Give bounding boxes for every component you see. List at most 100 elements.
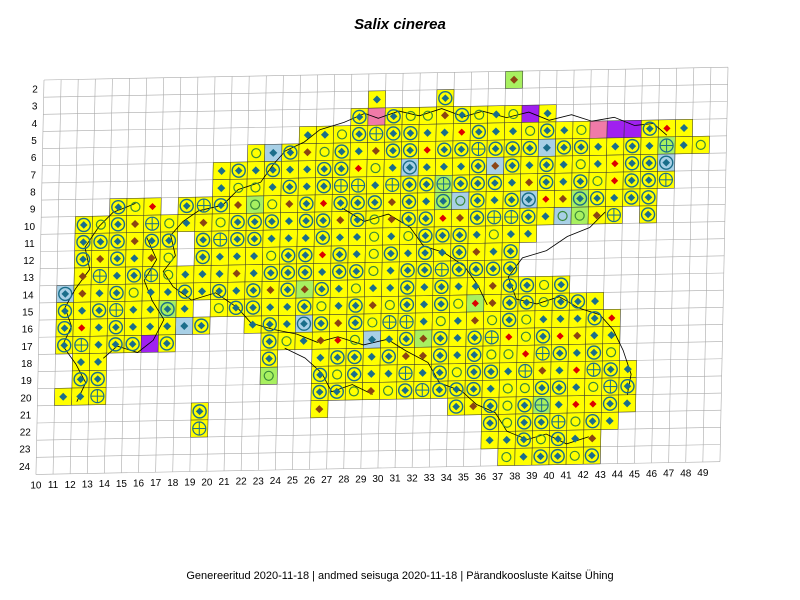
ring-marker: [161, 233, 177, 248]
occupied-cell: [691, 135, 710, 154]
ring-marker: [350, 212, 365, 228]
diamond-marker: [608, 314, 616, 322]
ring-marker: [605, 347, 617, 358]
ring-marker: [603, 362, 618, 377]
ring-marker: [352, 109, 367, 125]
ring-marker: [552, 346, 567, 361]
ring-marker: [551, 380, 567, 395]
diamond-marker: [610, 177, 619, 185]
occupied-cell: [565, 446, 584, 465]
diamond-marker: [644, 193, 653, 202]
diamond-marker: [574, 297, 582, 306]
diamond-marker: [215, 287, 223, 295]
diamond-marker: [79, 255, 87, 264]
ring-marker: [348, 386, 359, 397]
ring-marker: [230, 214, 245, 230]
diamond-marker: [473, 196, 482, 205]
diamond-marker: [300, 319, 308, 328]
ring-marker: [474, 109, 485, 120]
ring-marker: [435, 316, 446, 327]
diamond-marker: [593, 194, 601, 203]
diamond-marker: [473, 213, 481, 222]
diamond-marker: [284, 217, 293, 226]
diamond-marker: [317, 285, 326, 293]
diamond-marker: [590, 348, 598, 357]
occupied-cell: [366, 159, 385, 178]
ring-marker: [91, 303, 107, 318]
grid-line-v: [52, 79, 62, 475]
diamond-marker: [353, 216, 362, 224]
diamond-marker: [248, 320, 257, 329]
diamond-marker: [266, 303, 275, 312]
diamond-marker: [403, 283, 412, 292]
diamond-marker: [217, 184, 226, 193]
diamond-marker: [163, 339, 171, 348]
diamond-marker: [607, 331, 616, 340]
ring-marker: [144, 233, 160, 249]
diamond-marker: [112, 271, 121, 280]
diamond-marker: [334, 336, 342, 344]
ring-marker: [449, 382, 464, 397]
ring-marker: [348, 315, 363, 330]
diamond-marker: [335, 233, 344, 242]
ring-marker: [233, 182, 244, 193]
column-label: 48: [680, 468, 692, 479]
ring-marker: [641, 155, 657, 171]
row-label: 20: [20, 393, 32, 404]
diamond-marker: [592, 211, 601, 220]
occupied-cell: [401, 107, 420, 125]
diamond-marker: [334, 301, 343, 310]
grid-line-h: [43, 66, 729, 81]
diamond-marker: [369, 284, 378, 293]
diamond-marker: [571, 434, 580, 443]
ring-marker: [314, 281, 329, 297]
ring-marker: [417, 262, 432, 278]
diamond-marker: [387, 215, 396, 224]
diamond-marker: [96, 238, 105, 246]
diamond-marker: [441, 94, 450, 103]
ring-marker: [625, 138, 640, 154]
diamond-marker: [389, 146, 397, 155]
diamond-marker: [406, 146, 414, 155]
ring-marker: [574, 210, 585, 221]
occupied-cell: [482, 345, 501, 364]
diamond-marker: [265, 337, 274, 346]
diamond-marker: [350, 353, 359, 361]
diamond-marker: [112, 289, 121, 297]
column-label: 49: [697, 468, 709, 479]
diamond-marker: [577, 143, 585, 151]
diamond-marker: [469, 402, 478, 411]
grid-line-v: [719, 67, 729, 462]
occupied-cell: [333, 125, 352, 144]
ring-marker: [419, 177, 434, 192]
diamond-marker: [283, 302, 292, 311]
ring-marker: [503, 261, 518, 276]
occupied-cell: [246, 195, 265, 214]
diamond-marker: [78, 324, 86, 332]
diamond-marker: [401, 386, 409, 395]
ring-marker: [587, 311, 602, 326]
ring-marker: [264, 214, 280, 229]
ring-marker: [448, 399, 464, 414]
column-label: 39: [526, 471, 538, 482]
ring-marker: [111, 199, 126, 215]
ring-marker: [280, 265, 296, 280]
ring-marker: [109, 285, 124, 301]
diamond-marker: [332, 387, 341, 396]
diamond-marker: [453, 316, 462, 325]
diamond-marker: [680, 124, 689, 133]
ring-marker: [503, 244, 518, 259]
diamond-marker: [350, 370, 359, 379]
diamond-marker: [267, 234, 276, 243]
row-label: 15: [22, 308, 34, 319]
occupied-cell: [247, 144, 266, 163]
diamond-marker: [351, 318, 360, 327]
ring-marker: [263, 370, 274, 381]
ring-marker: [584, 448, 600, 463]
diamond-marker: [180, 321, 189, 330]
ring-marker: [519, 278, 535, 293]
diamond-marker: [679, 141, 688, 150]
ring-marker: [468, 261, 484, 277]
diamond-marker: [371, 181, 380, 190]
diamond-marker: [470, 333, 479, 342]
